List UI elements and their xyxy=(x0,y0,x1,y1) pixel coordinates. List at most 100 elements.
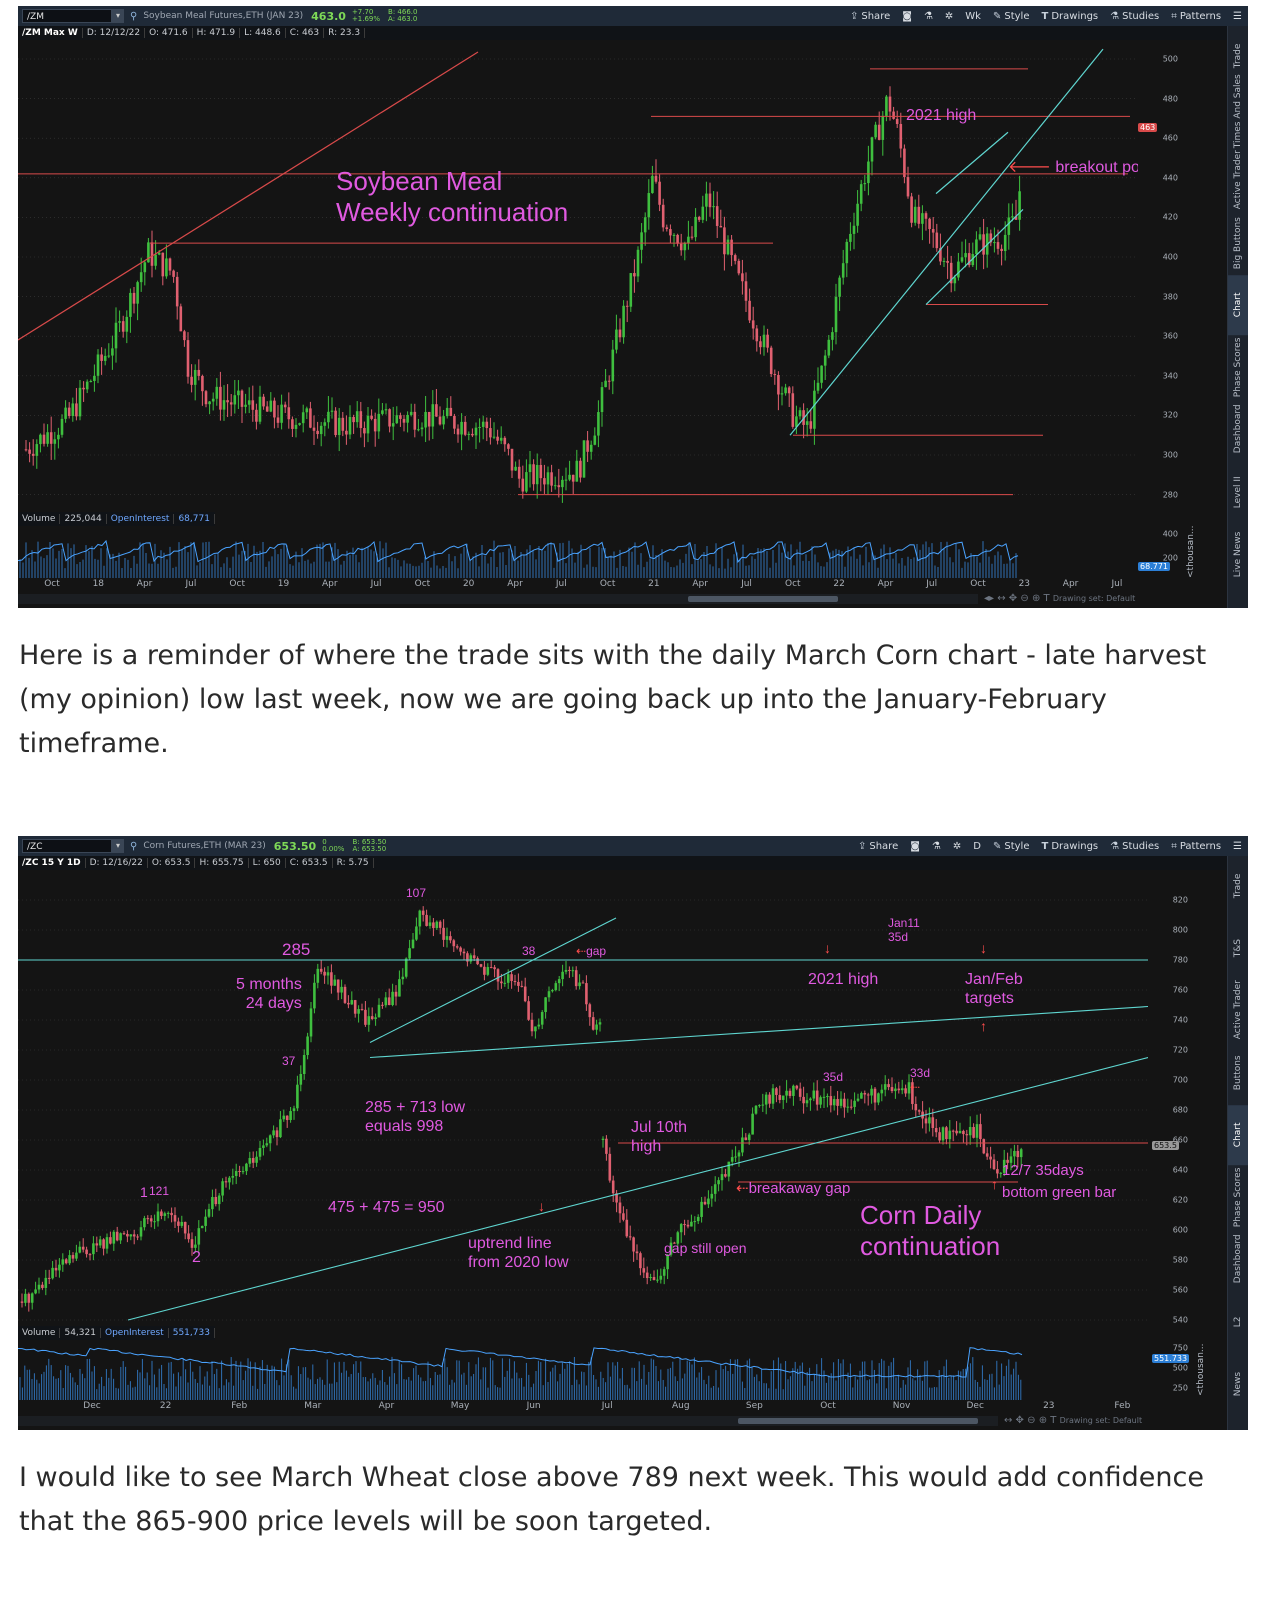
side-tab[interactable]: News xyxy=(1228,1354,1248,1414)
side-tab[interactable]: Trade xyxy=(1228,856,1248,916)
patterns-button[interactable]: ⌗ Patterns xyxy=(1171,841,1221,852)
settings-button[interactable]: ✲ xyxy=(945,11,953,22)
candle-body xyxy=(385,997,388,1005)
candle-body xyxy=(316,431,319,434)
y-tick-label: 280 xyxy=(1163,490,1178,499)
side-tab[interactable]: Big Buttons xyxy=(1228,213,1248,273)
candle-body xyxy=(342,418,345,431)
drawing-set-label[interactable]: Drawing set: Default xyxy=(1053,594,1136,603)
horizontal-scrollbar[interactable] xyxy=(18,594,978,604)
price-axis[interactable]: 820 800 780 760 740 720 700 680 660 640 620 600 580 5… xyxy=(1148,870,1192,1324)
candle-body xyxy=(799,410,802,416)
side-tab[interactable]: L2 xyxy=(1228,1292,1248,1352)
horizontal-scrollbar[interactable] xyxy=(18,1416,998,1426)
studies-button[interactable]: ⚗ Studies xyxy=(1110,11,1159,22)
side-tab[interactable]: Chart xyxy=(1228,1105,1248,1165)
drawing-set-label[interactable]: Drawing set: Default xyxy=(1060,1416,1143,1425)
patterns-button[interactable]: ⌗ Patterns xyxy=(1171,11,1221,22)
candle-body xyxy=(644,217,647,232)
drawing-tools[interactable]: ◂▸ ↔ ✥ ⊖ ⊕ T Drawing set: Default xyxy=(984,593,1135,604)
volume-plot[interactable] xyxy=(18,526,1138,578)
settings-button[interactable]: ✲ xyxy=(953,841,961,852)
text-icon[interactable]: T xyxy=(1044,593,1050,604)
candle-body xyxy=(561,480,564,487)
y-tick-label: 500 xyxy=(1163,55,1178,64)
drawing-tools[interactable]: ↔ ✥ ⊖ ⊕ T Drawing set: Default xyxy=(1004,1415,1142,1426)
side-tab[interactable]: Live News xyxy=(1228,524,1248,584)
ohlc-low: L: 650 xyxy=(249,858,286,868)
scrollbar-thumb[interactable] xyxy=(738,1418,978,1424)
price-plot[interactable]: 107 38 ⇠gap 285 5 months 24 days 37 Jan11… xyxy=(18,870,1148,1324)
menu-button[interactable]: ☰ xyxy=(1233,11,1242,22)
scrollbar-thumb[interactable] xyxy=(688,596,838,602)
snapshot-button[interactable]: ◙ xyxy=(902,11,912,22)
scroll-arrows-icon[interactable]: ◂▸ xyxy=(984,593,994,604)
bid-ask: B: 466.0 A: 463.0 xyxy=(388,9,417,23)
symbol-dropdown-icon[interactable]: ▾ xyxy=(112,839,124,853)
style-button[interactable]: ✎ Style xyxy=(993,11,1030,22)
candle-body xyxy=(847,1107,850,1108)
zoom-out-icon[interactable]: ⊖ xyxy=(1027,1415,1035,1426)
menu-button[interactable]: ☰ xyxy=(1233,841,1242,852)
pan-icon[interactable]: ↔ ✥ xyxy=(1004,1415,1024,1426)
side-tab[interactable]: Times And Sales xyxy=(1228,88,1248,148)
side-tab[interactable]: Active Trader xyxy=(1228,980,1248,1040)
candle-body xyxy=(714,1184,717,1194)
menu-icon: ☰ xyxy=(1233,841,1242,852)
flask-button[interactable]: ⚗ xyxy=(924,11,933,22)
candle-body xyxy=(728,1162,731,1177)
y-tick-label: 560 xyxy=(1173,1286,1188,1295)
style-button[interactable]: ✎ Style xyxy=(993,841,1030,852)
flask-button[interactable]: ⚗ xyxy=(932,841,941,852)
candle-body xyxy=(673,235,676,236)
candle-body xyxy=(756,328,759,341)
pan-icon[interactable]: ↔ ✥ xyxy=(997,593,1017,604)
studies-button[interactable]: ⚗ Studies xyxy=(1110,841,1159,852)
period-button[interactable]: D xyxy=(973,841,981,852)
zoom-in-icon[interactable]: ⊕ xyxy=(1032,593,1040,604)
candle-body xyxy=(446,408,449,416)
candle-body xyxy=(896,119,899,124)
symbol-dropdown-icon[interactable]: ▾ xyxy=(112,9,124,23)
volume-plot[interactable] xyxy=(18,1340,1148,1400)
time-axis[interactable]: Dec 22 Feb Mar Apr May Jun Jul Aug Sep Oct Nov Dec 23… xyxy=(18,1400,1148,1414)
side-tab[interactable]: Buttons xyxy=(1228,1043,1248,1103)
side-tab[interactable]: Phase Scores xyxy=(1228,1167,1248,1227)
candle-body xyxy=(969,1127,972,1135)
snapshot-button[interactable]: ◙ xyxy=(910,841,920,852)
time-axis[interactable]: Oct 18 Apr Jul Oct 19 Apr Jul Oct 20 Apr Jul Oct 21 Ap… xyxy=(18,578,1138,592)
candle-body xyxy=(946,261,949,263)
share-button[interactable]: ⇪ Share xyxy=(850,11,890,22)
side-tab[interactable]: Dashboard xyxy=(1228,1229,1248,1289)
x-tick-label: Apr xyxy=(379,1401,395,1411)
candle-body xyxy=(540,465,543,478)
candle-body xyxy=(133,1234,136,1236)
price-axis[interactable]: 500 480 460 440 420 400 380 360 340 320 300 280 xyxy=(1138,40,1182,512)
share-button[interactable]: ⇪ Share xyxy=(858,841,898,852)
link-icon[interactable]: ⚲ xyxy=(130,11,137,22)
symbol-input[interactable]: /ZM xyxy=(22,9,112,23)
side-tab[interactable]: Dashboard xyxy=(1228,399,1248,459)
side-tab[interactable]: Chart xyxy=(1228,275,1248,335)
drawings-button[interactable]: T Drawings xyxy=(1042,841,1099,852)
symbol-input[interactable]: /ZC xyxy=(22,839,112,853)
side-tab[interactable]: Level II xyxy=(1228,462,1248,522)
side-tab[interactable]: Active Trader xyxy=(1228,150,1248,210)
zoom-in-icon[interactable]: ⊕ xyxy=(1039,1415,1047,1426)
link-icon[interactable]: ⚲ xyxy=(130,841,137,852)
candle-body xyxy=(534,1026,537,1031)
zoom-out-icon[interactable]: ⊖ xyxy=(1020,593,1028,604)
candle-body xyxy=(164,1213,167,1216)
y-tick-label: 440 xyxy=(1163,173,1178,182)
side-tab[interactable]: Phase Scores xyxy=(1228,337,1248,397)
text-icon[interactable]: T xyxy=(1050,1415,1056,1426)
candle-body xyxy=(262,397,265,407)
candle-body xyxy=(918,207,921,224)
candle-body xyxy=(463,952,466,954)
drawings-button[interactable]: T Drawings xyxy=(1042,11,1099,22)
price-plot[interactable]: Soybean Meal Weekly continuation 2021 hig… xyxy=(18,40,1138,512)
candle-body xyxy=(830,1096,833,1105)
candle-body xyxy=(514,981,517,982)
side-tab[interactable]: T&S xyxy=(1228,918,1248,978)
period-button[interactable]: Wk xyxy=(965,11,981,22)
